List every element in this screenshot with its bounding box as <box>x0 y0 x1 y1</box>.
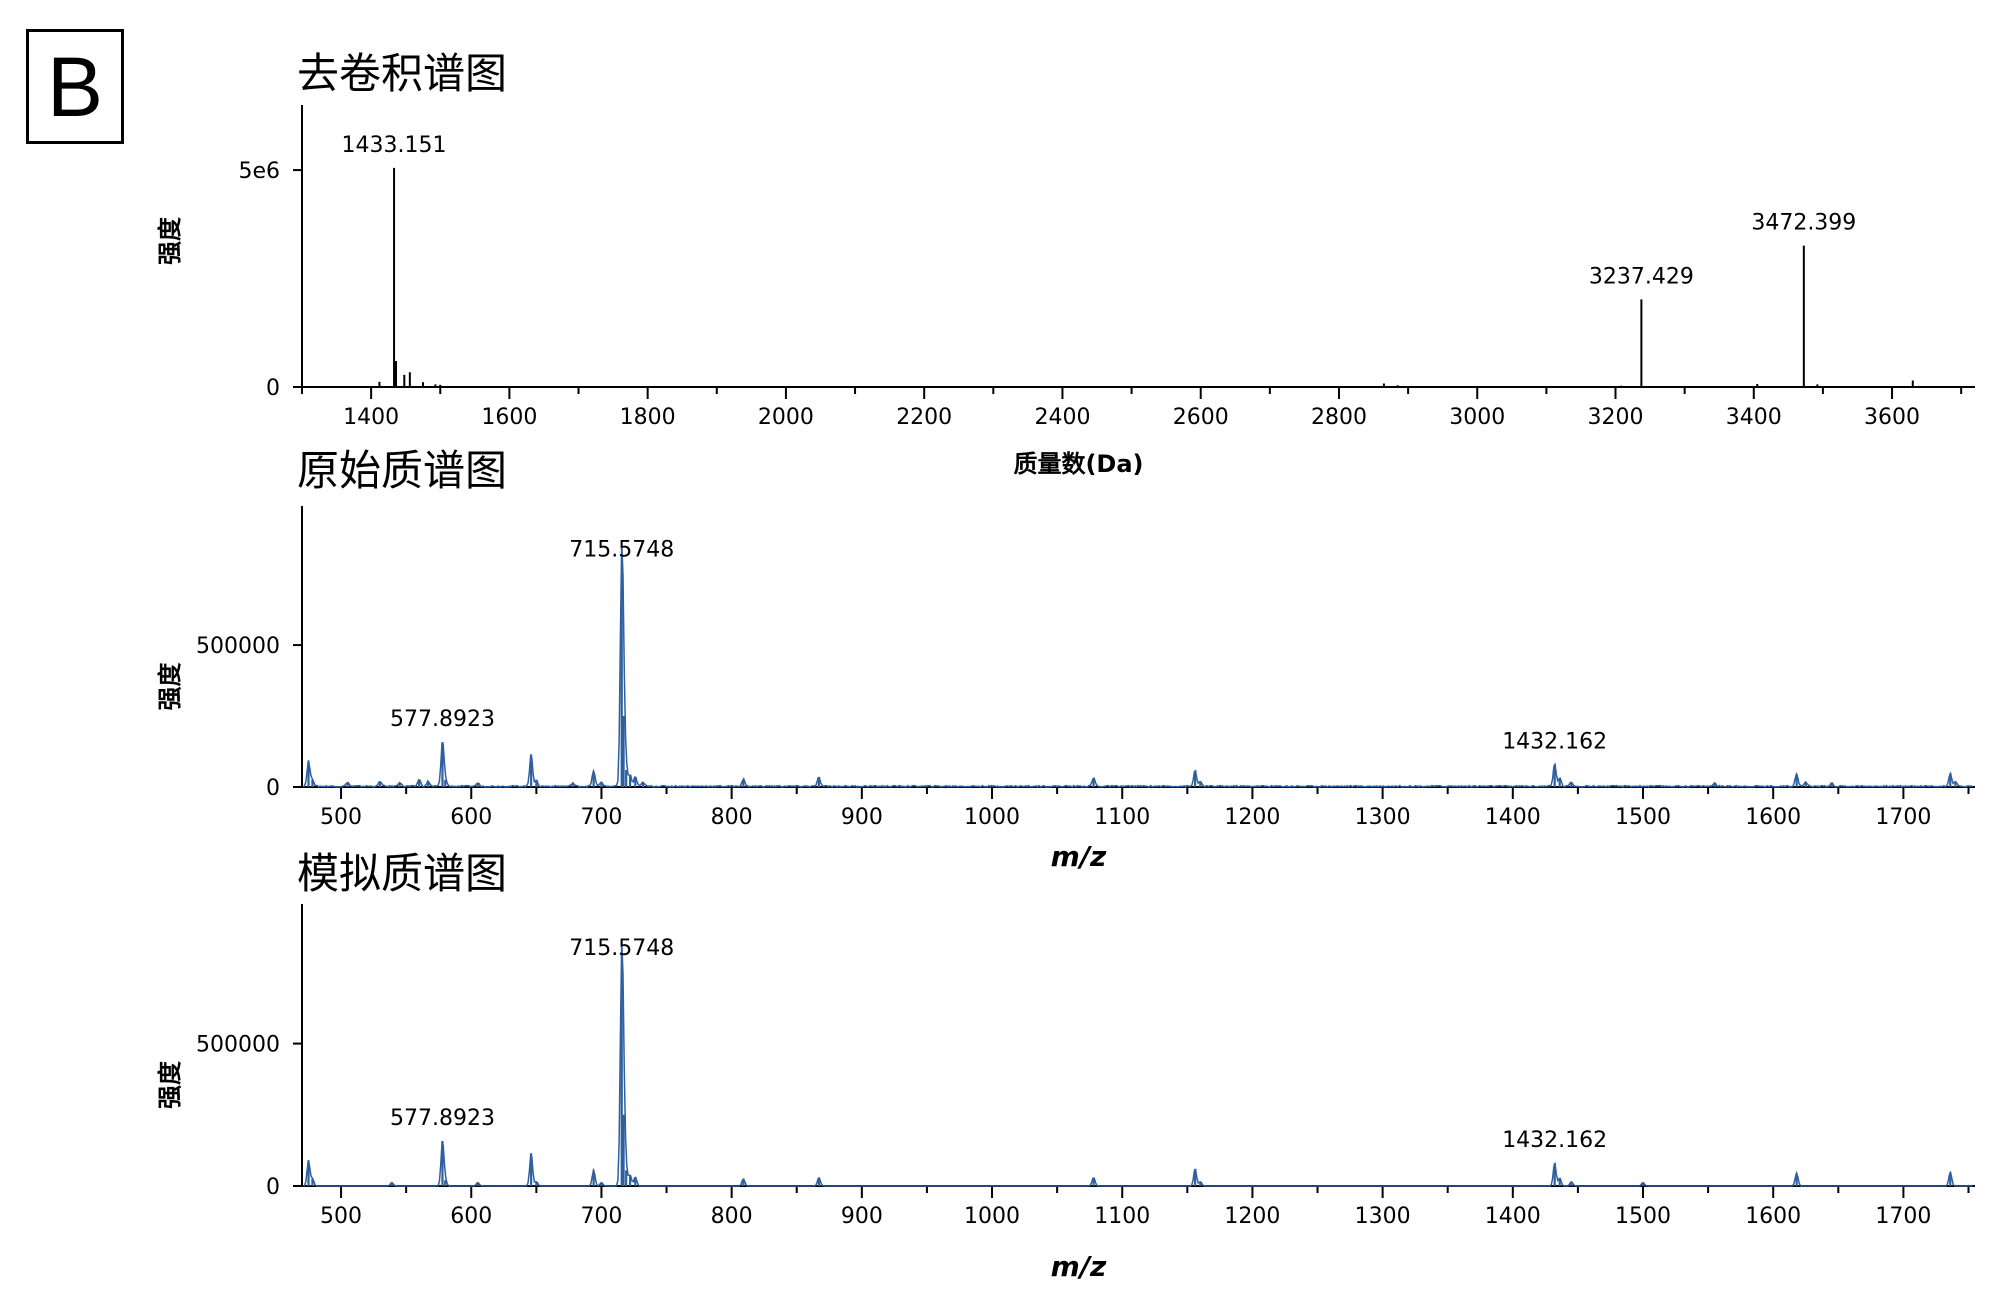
chart-title-2: 原始质谱图 <box>297 446 507 495</box>
peak-annotation: 715.5748 <box>569 538 674 563</box>
x-tick-label: 1200 <box>1224 805 1280 830</box>
y-tick-label: 0 <box>266 776 280 801</box>
x-tick-label: 1300 <box>1355 805 1411 830</box>
x-tick-label: 3600 <box>1864 405 1920 430</box>
x-tick-label: 800 <box>711 1204 753 1229</box>
x-tick-label: 1600 <box>1745 1204 1801 1229</box>
x-tick-label: 1400 <box>1485 1204 1541 1229</box>
x-tick-label: 2200 <box>896 405 952 430</box>
x-tick-label: 2800 <box>1311 405 1367 430</box>
x-tick-label: 1700 <box>1875 805 1931 830</box>
panel-label: B <box>26 29 124 144</box>
y-tick-label: 500000 <box>196 634 280 659</box>
x-axis-label: 质量数(Da) <box>1013 450 1143 478</box>
x-tick-label: 1400 <box>343 405 399 430</box>
x-tick-label: 1200 <box>1224 1204 1280 1229</box>
x-tick-label: 3000 <box>1449 405 1505 430</box>
peak-annotation: 1433.151 <box>342 133 447 158</box>
peak-annotation: 715.5748 <box>569 936 674 961</box>
spectrum-line <box>302 940 1973 1187</box>
x-tick-label: 1300 <box>1355 1204 1411 1229</box>
peak-annotation: 1432.162 <box>1502 1128 1607 1153</box>
x-tick-label: 1000 <box>964 1204 1020 1229</box>
x-tick-label: 3400 <box>1726 405 1782 430</box>
y-tick-label: 5e6 <box>238 159 280 184</box>
x-tick-label: 900 <box>841 805 883 830</box>
x-tick-label: 1000 <box>964 805 1020 830</box>
x-tick-label: 2400 <box>1034 405 1090 430</box>
peak-annotation: 1432.162 <box>1502 729 1607 754</box>
x-tick-label: 1100 <box>1094 805 1150 830</box>
x-tick-label: 1500 <box>1615 805 1671 830</box>
spectrum-line <box>302 541 1973 789</box>
chart-title-3: 模拟质谱图 <box>297 849 507 898</box>
x-tick-label: 1800 <box>620 405 676 430</box>
x-tick-label: 800 <box>711 805 753 830</box>
x-tick-label: 1600 <box>481 405 537 430</box>
x-tick-label: 900 <box>841 1204 883 1229</box>
x-tick-label: 2600 <box>1173 405 1229 430</box>
x-tick-label: 500 <box>320 1204 362 1229</box>
x-tick-label: 1700 <box>1875 1204 1931 1229</box>
x-tick-label: 600 <box>450 1204 492 1229</box>
y-axis-label: 强度 <box>156 216 184 265</box>
x-tick-label: 1600 <box>1745 805 1801 830</box>
x-tick-label: 3200 <box>1588 405 1644 430</box>
peak-annotation: 577.8923 <box>390 707 495 732</box>
chart-title-1: 去卷积谱图 <box>297 49 507 98</box>
y-tick-label: 0 <box>266 376 280 401</box>
x-tick-label: 600 <box>450 805 492 830</box>
peak-annotation: 577.8923 <box>390 1106 495 1131</box>
x-tick-label: 1400 <box>1485 805 1541 830</box>
x-axis-label: m/z <box>1051 840 1107 873</box>
x-axis-label: m/z <box>1051 1250 1107 1283</box>
x-tick-label: 2000 <box>758 405 814 430</box>
x-tick-label: 700 <box>580 1204 622 1229</box>
y-tick-label: 0 <box>266 1175 280 1200</box>
x-tick-label: 700 <box>580 805 622 830</box>
x-tick-label: 500 <box>320 805 362 830</box>
x-tick-label: 1500 <box>1615 1204 1671 1229</box>
y-axis-label: 强度 <box>156 1060 184 1109</box>
y-axis-label: 强度 <box>156 662 184 711</box>
peak-annotation: 3237.429 <box>1589 264 1694 289</box>
peak-annotation: 3472.399 <box>1751 211 1856 236</box>
y-tick-label: 500000 <box>196 1033 280 1058</box>
x-tick-label: 1100 <box>1094 1204 1150 1229</box>
